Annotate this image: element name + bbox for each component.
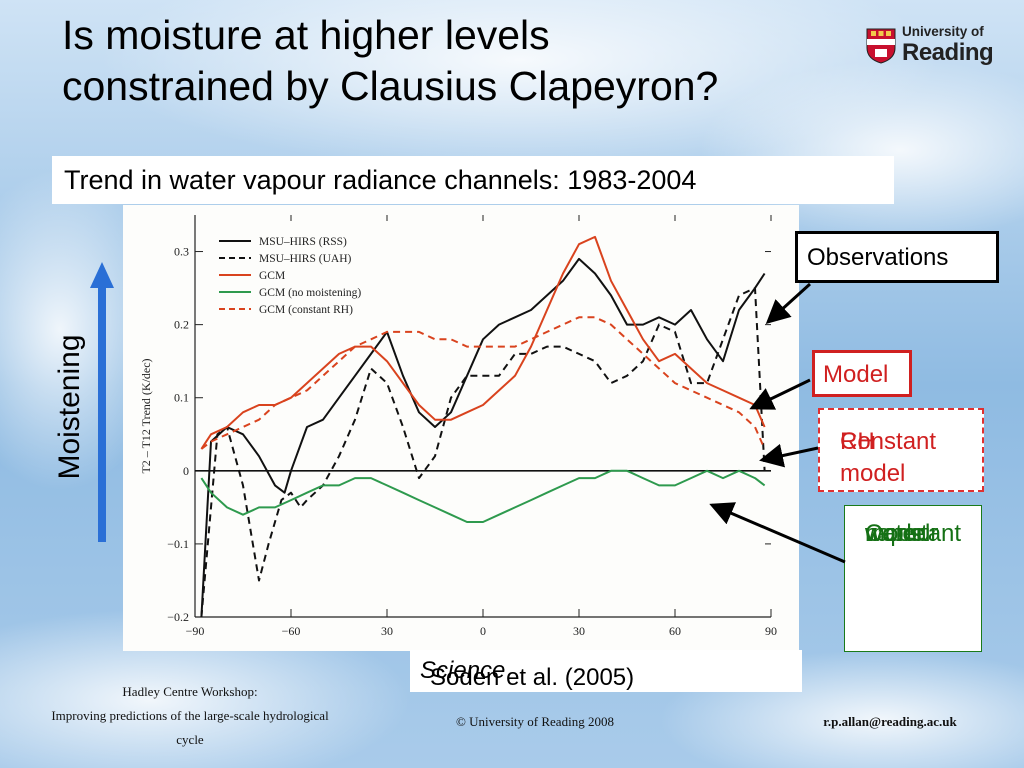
crest-icon: [866, 28, 896, 64]
footer-left-line-1: Hadley Centre Workshop:: [122, 684, 258, 699]
callout-cwv-line-4: model: [865, 520, 931, 547]
moistening-label-wrap: Moistening: [50, 260, 90, 560]
callout-constant-rh-line-2: RH model: [840, 428, 906, 487]
legend-label-3: GCM (no moistening): [259, 287, 361, 299]
series-line-4: [200, 316, 766, 450]
y-tick-label: 0.1: [174, 391, 189, 405]
legend-label-2: GCM: [259, 270, 285, 282]
callout-cwv-line-2: water: [865, 520, 924, 547]
y-tick-label: −0.2: [167, 610, 189, 624]
y-tick-label: 0.2: [174, 318, 189, 332]
slide-title: Is moisture at higher levels constrained…: [62, 10, 862, 112]
title-line-2: constrained by Clausius Clapeyron?: [62, 63, 719, 109]
subtitle-box: Trend in water vapour radiance channels:…: [52, 156, 894, 204]
x-tick-label: −60: [282, 624, 301, 638]
x-tick-label: 30: [381, 624, 393, 638]
title-line-1: Is moisture at higher levels: [62, 12, 550, 58]
callout-model: Model: [812, 350, 912, 397]
callout-constant-water-vapour: Constant water vapour model: [844, 505, 982, 652]
logo-line-2: Reading: [902, 39, 994, 66]
legend-label-1: MSU–HIRS (UAH): [259, 253, 351, 265]
x-tick-label: −90: [186, 624, 205, 638]
legend-label-0: MSU–HIRS (RSS): [259, 236, 347, 248]
footer-workshop: Hadley Centre Workshop: Improving predic…: [20, 680, 360, 752]
callout-cwv-line-3: vapour: [865, 520, 939, 547]
x-tick-label: 60: [669, 624, 681, 638]
x-tick-label: 90: [765, 624, 777, 638]
chart-svg: −0.2 −0.1 0 0.1 0.2 0.3 −90 −60 30 0 30 60 90 T2 – T1…: [139, 215, 777, 638]
footer-left-line-3: cycle: [176, 732, 204, 747]
citation-authors: Soden et al. (2005): [430, 664, 635, 691]
callout-constant-rh: Constant RH model: [818, 408, 984, 492]
trend-chart: −0.2 −0.1 0 0.1 0.2 0.3 −90 −60 30 0 30 60 90 T2 – T1…: [123, 205, 799, 651]
series-line-0: [200, 257, 766, 618]
callout-constant-rh-line-1: Constant: [840, 428, 937, 455]
legend-label-4: GCM (constant RH): [259, 304, 353, 316]
series-line-1: [200, 287, 766, 618]
y-tick-label: 0: [183, 464, 189, 478]
callout-cwv-line-1: Constant: [865, 520, 962, 547]
footer-copyright: © University of Reading 2008: [456, 714, 614, 729]
series-line-2: [200, 235, 766, 450]
series-line-3: [200, 469, 766, 523]
citation-box: Soden et al. (2005) Science: [410, 650, 802, 692]
university-logo: University of Reading: [862, 22, 1002, 72]
y-tick-label: −0.1: [167, 537, 189, 551]
x-tick-label: 0: [480, 624, 486, 638]
y-tick-label: 0.3: [174, 245, 189, 259]
moistening-label: Moistening: [53, 334, 86, 480]
footer-email[interactable]: r.p.allan@reading.ac.uk: [823, 714, 957, 729]
footer-left-line-2: Improving predictions of the large-scale…: [51, 708, 329, 723]
subtitle-text: Trend in water vapour radiance channels:…: [64, 165, 697, 195]
logo-line-1: University of: [902, 24, 984, 39]
callout-model-text: Model: [823, 361, 889, 388]
callout-observations-text: Observations: [807, 244, 949, 271]
citation-text: Soden et al. (2005) Science: [420, 657, 634, 691]
x-tick-label: 30: [573, 624, 585, 638]
citation-journal: Science: [420, 657, 506, 684]
y-axis-label: T2 – T12 Trend (K/dec): [139, 358, 153, 473]
callout-observations: Observations: [795, 231, 999, 283]
moistening-arrow-icon: [90, 262, 114, 542]
